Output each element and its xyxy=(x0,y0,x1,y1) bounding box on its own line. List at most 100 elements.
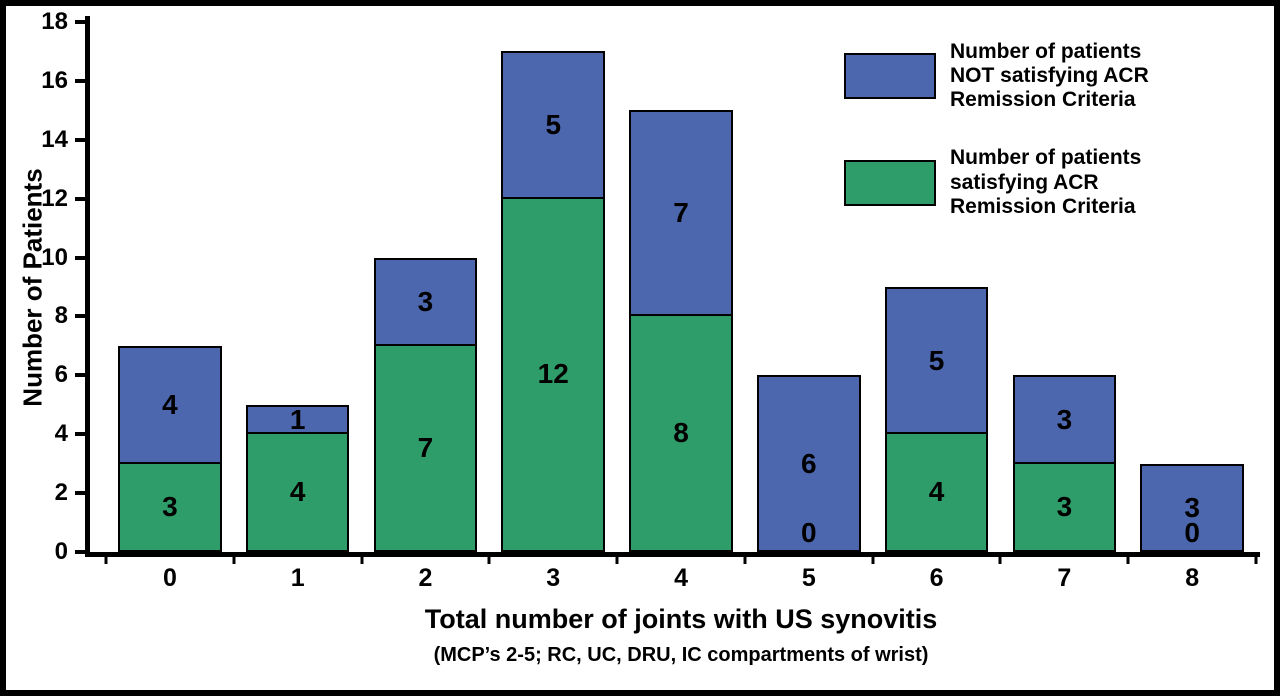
x-tick-mark xyxy=(232,557,236,564)
segment-value-label: 0 xyxy=(1184,517,1200,548)
bar-segment-not-satisfying: 3 xyxy=(1140,463,1244,552)
bar-segment-satisfying: 4 xyxy=(884,434,989,552)
x-tick-mark xyxy=(743,557,747,564)
legend-swatch-satisfying-icon xyxy=(844,159,936,206)
segment-value-label: 8 xyxy=(673,417,689,449)
x-axis-title: Total number of joints with US synovitis xyxy=(424,604,938,634)
plot-area: 4 3 1 4 3 7 5 12 7 8 6 0 5 4 3 3 3 0 xyxy=(106,22,1256,552)
bar-segment-not-satisfying: 3 xyxy=(373,257,478,346)
bar-segment-satisfying: 7 xyxy=(373,345,478,552)
y-tick-mark xyxy=(75,550,85,554)
bar-segment-satisfying: 12 xyxy=(501,198,605,552)
x-tick-marks xyxy=(104,557,1258,565)
bar-group: 5 12 xyxy=(489,22,617,552)
bar-segment-satisfying: 8 xyxy=(629,316,733,552)
bar-segment-not-satisfying: 6 xyxy=(757,375,861,552)
y-tick-marks xyxy=(75,20,85,554)
bar-segment-satisfying: 3 xyxy=(118,463,222,552)
y-tick-mark xyxy=(75,491,85,496)
x-tick-label: 2 xyxy=(418,564,433,592)
legend-label-not-satisfying: Number of patients NOT satisfying ACR Re… xyxy=(950,40,1149,112)
x-tick-label: 1 xyxy=(290,564,305,592)
bar-segment-not-satisfying: 5 xyxy=(884,287,989,435)
segment-value-label: 4 xyxy=(289,476,306,508)
x-tick-label: 7 xyxy=(1057,564,1072,592)
x-tick-mark xyxy=(998,557,1002,564)
segment-value-label: 3 xyxy=(1056,490,1073,522)
bar-segment-not-satisfying: 5 xyxy=(501,51,605,199)
x-tick-mark xyxy=(104,557,108,564)
legend-item-satisfying: Number of patients satisfying ACR Remiss… xyxy=(844,146,1264,218)
y-tick-mark xyxy=(75,196,85,201)
legend-item-not-satisfying: Number of patients NOT satisfying ACR Re… xyxy=(844,40,1264,112)
segment-value-label: 3 xyxy=(1184,491,1200,523)
y-tick-mark xyxy=(75,314,85,319)
y-tick-label: 0 xyxy=(54,538,68,565)
bar-segment-not-satisfying: 7 xyxy=(629,110,733,317)
stacked-bar: 5 12 xyxy=(501,22,605,552)
x-tick-label: 6 xyxy=(929,564,944,592)
x-tick-label: 3 xyxy=(546,564,561,592)
legend-swatch-not-satisfying-icon xyxy=(844,53,936,100)
bar-segment-not-satisfying: 4 xyxy=(118,345,222,464)
bar-segment-not-satisfying: 3 xyxy=(1012,375,1117,464)
y-tick-mark xyxy=(75,78,85,83)
y-tick-label: 12 xyxy=(41,184,68,212)
x-axis-subtitle: (MCP’s 2-5; RC, UC, DRU, IC compartments… xyxy=(433,644,929,666)
segment-value-label: 3 xyxy=(417,285,434,317)
segment-value-label: 7 xyxy=(673,197,689,229)
y-tick-mark xyxy=(75,373,85,378)
segment-value-label: 5 xyxy=(928,344,945,376)
y-tick-label: 16 xyxy=(41,66,68,94)
x-tick-mark xyxy=(487,557,491,564)
x-tick-mark xyxy=(1126,557,1130,564)
y-axis-line xyxy=(85,16,90,557)
bar-segment-not-satisfying: 1 xyxy=(245,404,350,435)
y-tick-mark xyxy=(75,255,85,260)
segment-value-label: 5 xyxy=(545,109,562,141)
x-tick-label: 0 xyxy=(162,564,177,592)
legend-label-satisfying: Number of patients satisfying ACR Remiss… xyxy=(950,146,1142,218)
x-tick-mark xyxy=(615,557,619,564)
x-tick-label: 4 xyxy=(674,564,688,592)
segment-value-label: 7 xyxy=(417,431,434,463)
x-tick-mark xyxy=(871,557,875,564)
x-tick-mark xyxy=(360,557,364,564)
y-tick-mark xyxy=(75,20,85,24)
bar-segment-satisfying: 4 xyxy=(245,434,350,552)
bar-segment-satisfying: 3 xyxy=(1012,463,1117,552)
x-tick-labels: 0 1 2 3 4 5 6 7 8 xyxy=(106,564,1256,593)
segment-value-label: 4 xyxy=(928,476,945,508)
y-tick-label: 2 xyxy=(54,479,68,507)
x-axis-line xyxy=(85,552,1260,557)
segment-value-label: 3 xyxy=(162,490,178,522)
y-tick-mark xyxy=(75,432,85,437)
y-tick-label: 10 xyxy=(41,243,68,271)
y-tick-label: 6 xyxy=(54,361,68,389)
y-tick-label: 14 xyxy=(41,125,68,153)
y-tick-label: 8 xyxy=(54,302,68,330)
segment-value-label: 3 xyxy=(1056,403,1073,435)
segment-value-label: 6 xyxy=(801,447,817,479)
segment-value-label: 4 xyxy=(162,388,178,420)
y-tick-label: 18 xyxy=(41,8,68,35)
y-tick-labels: 0 2 4 6 8 10 12 14 16 18 xyxy=(6,10,80,564)
x-tick-label: 8 xyxy=(1185,564,1200,592)
x-tick-mark xyxy=(1254,557,1258,564)
x-tick-label: 5 xyxy=(801,564,816,592)
